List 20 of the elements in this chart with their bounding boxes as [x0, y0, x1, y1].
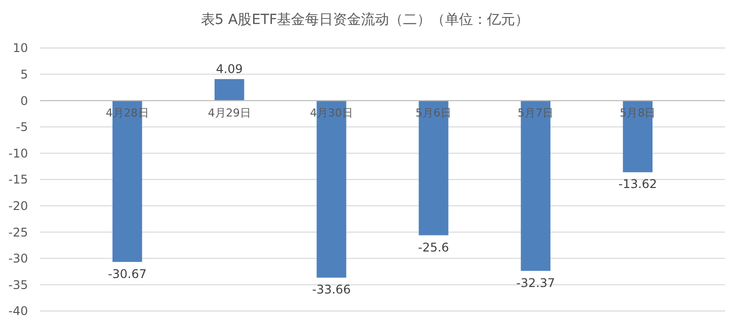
- y-tick-label: -25: [8, 225, 28, 240]
- y-tick-label: -30: [8, 252, 28, 266]
- y-tick-label: 0: [20, 94, 28, 108]
- y-tick-label: 10: [12, 41, 28, 56]
- y-tick-label: -40: [8, 304, 28, 318]
- chart-title: 表5 A股ETF基金每日资金流动（二）（单位：亿元）: [200, 12, 530, 28]
- y-tick-label: -10: [8, 146, 28, 160]
- y-tick-label: 5: [20, 68, 28, 82]
- y-tick-label: -15: [8, 172, 28, 187]
- data-label: -13.62: [618, 177, 658, 192]
- data-label: -30.67: [108, 266, 147, 281]
- x-tick-label: 4月29日: [208, 106, 251, 120]
- y-tick-label: -5: [16, 120, 28, 134]
- x-tick-label: 4月30日: [310, 106, 353, 120]
- data-label: -25.6: [418, 240, 450, 254]
- data-label: 4.09: [216, 62, 243, 76]
- data-label: -32.37: [516, 276, 555, 290]
- y-tick-label: -20: [8, 199, 28, 213]
- y-tick-label: -35: [8, 278, 28, 292]
- data-label: -33.66: [312, 282, 351, 297]
